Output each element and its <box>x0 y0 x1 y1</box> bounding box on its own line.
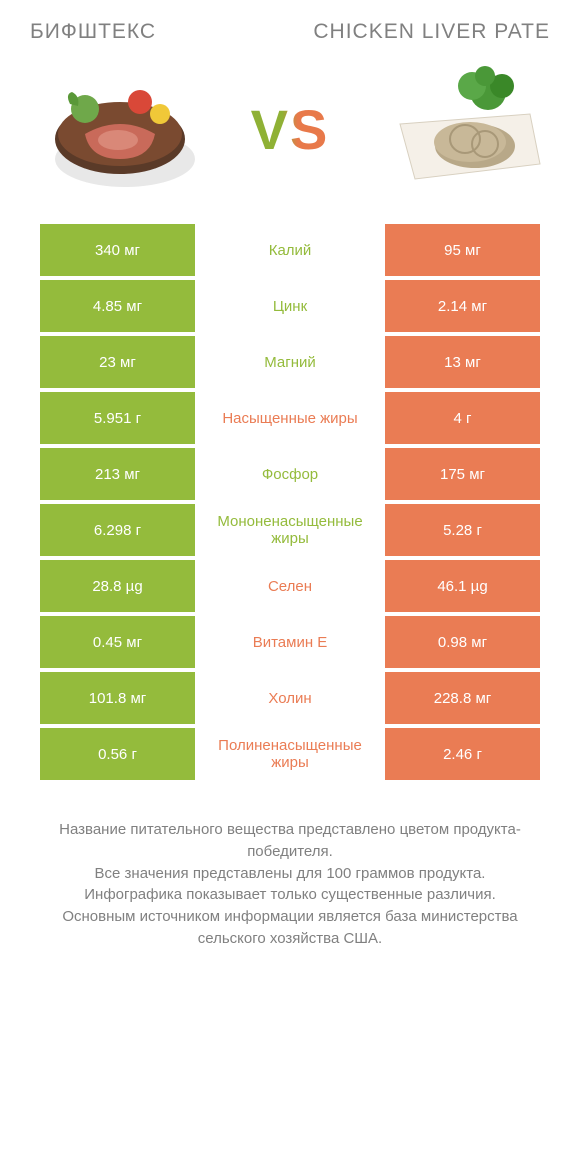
left-value: 28.8 µg <box>40 560 195 612</box>
nutrient-name: Калий <box>195 224 385 276</box>
right-value: 46.1 µg <box>385 560 540 612</box>
steak-image <box>30 64 210 194</box>
right-value: 228.8 мг <box>385 672 540 724</box>
left-value: 0.56 г <box>40 728 195 780</box>
table-row: 28.8 µgСелен46.1 µg <box>40 560 540 612</box>
nutrient-name: Полиненасыщенные жиры <box>195 728 385 780</box>
nutrient-name: Фосфор <box>195 448 385 500</box>
left-value: 340 мг <box>40 224 195 276</box>
right-value: 5.28 г <box>385 504 540 556</box>
vs-label: VS <box>251 97 330 162</box>
right-title: Chicken liver pate <box>313 20 550 44</box>
left-value: 23 мг <box>40 336 195 388</box>
table-row: 101.8 мгХолин228.8 мг <box>40 672 540 724</box>
table-row: 0.45 мгВитамин E0.98 мг <box>40 616 540 668</box>
right-value: 95 мг <box>385 224 540 276</box>
right-value: 2.14 мг <box>385 280 540 332</box>
left-value: 6.298 г <box>40 504 195 556</box>
footer-line: Инфографика показывает только существенн… <box>35 884 545 906</box>
table-row: 340 мгКалий95 мг <box>40 224 540 276</box>
left-value: 5.951 г <box>40 392 195 444</box>
nutrient-name: Цинк <box>195 280 385 332</box>
left-value: 101.8 мг <box>40 672 195 724</box>
nutrient-name: Селен <box>195 560 385 612</box>
nutrient-name: Насыщенные жиры <box>195 392 385 444</box>
nutrient-name: Витамин E <box>195 616 385 668</box>
nutrient-name: Холин <box>195 672 385 724</box>
right-value: 2.46 г <box>385 728 540 780</box>
right-value: 13 мг <box>385 336 540 388</box>
footer-line: Название питательного вещества представл… <box>35 819 545 863</box>
pate-image <box>370 64 550 194</box>
left-title: Бифштекс <box>30 20 156 44</box>
images-row: VS <box>0 54 580 224</box>
left-value: 4.85 мг <box>40 280 195 332</box>
nutrition-table: 340 мгКалий95 мг4.85 мгЦинк2.14 мг23 мгМ… <box>0 224 580 784</box>
nutrient-name: Магний <box>195 336 385 388</box>
nutrient-name: Мононенасыщенные жиры <box>195 504 385 556</box>
footer-line: Основным источником информации является … <box>35 906 545 950</box>
left-value: 0.45 мг <box>40 616 195 668</box>
footer-line: Все значения представлены для 100 граммо… <box>35 863 545 885</box>
table-row: 213 мгФосфор175 мг <box>40 448 540 500</box>
right-value: 0.98 мг <box>385 616 540 668</box>
table-row: 6.298 гМононенасыщенные жиры5.28 г <box>40 504 540 556</box>
footer-text: Название питательного вещества представл… <box>0 784 580 950</box>
titles-row: Бифштекс Chicken liver pate <box>0 0 580 54</box>
right-value: 175 мг <box>385 448 540 500</box>
table-row: 4.85 мгЦинк2.14 мг <box>40 280 540 332</box>
table-row: 0.56 гПолиненасыщенные жиры2.46 г <box>40 728 540 780</box>
right-value: 4 г <box>385 392 540 444</box>
table-row: 23 мгМагний13 мг <box>40 336 540 388</box>
left-value: 213 мг <box>40 448 195 500</box>
table-row: 5.951 гНасыщенные жиры4 г <box>40 392 540 444</box>
